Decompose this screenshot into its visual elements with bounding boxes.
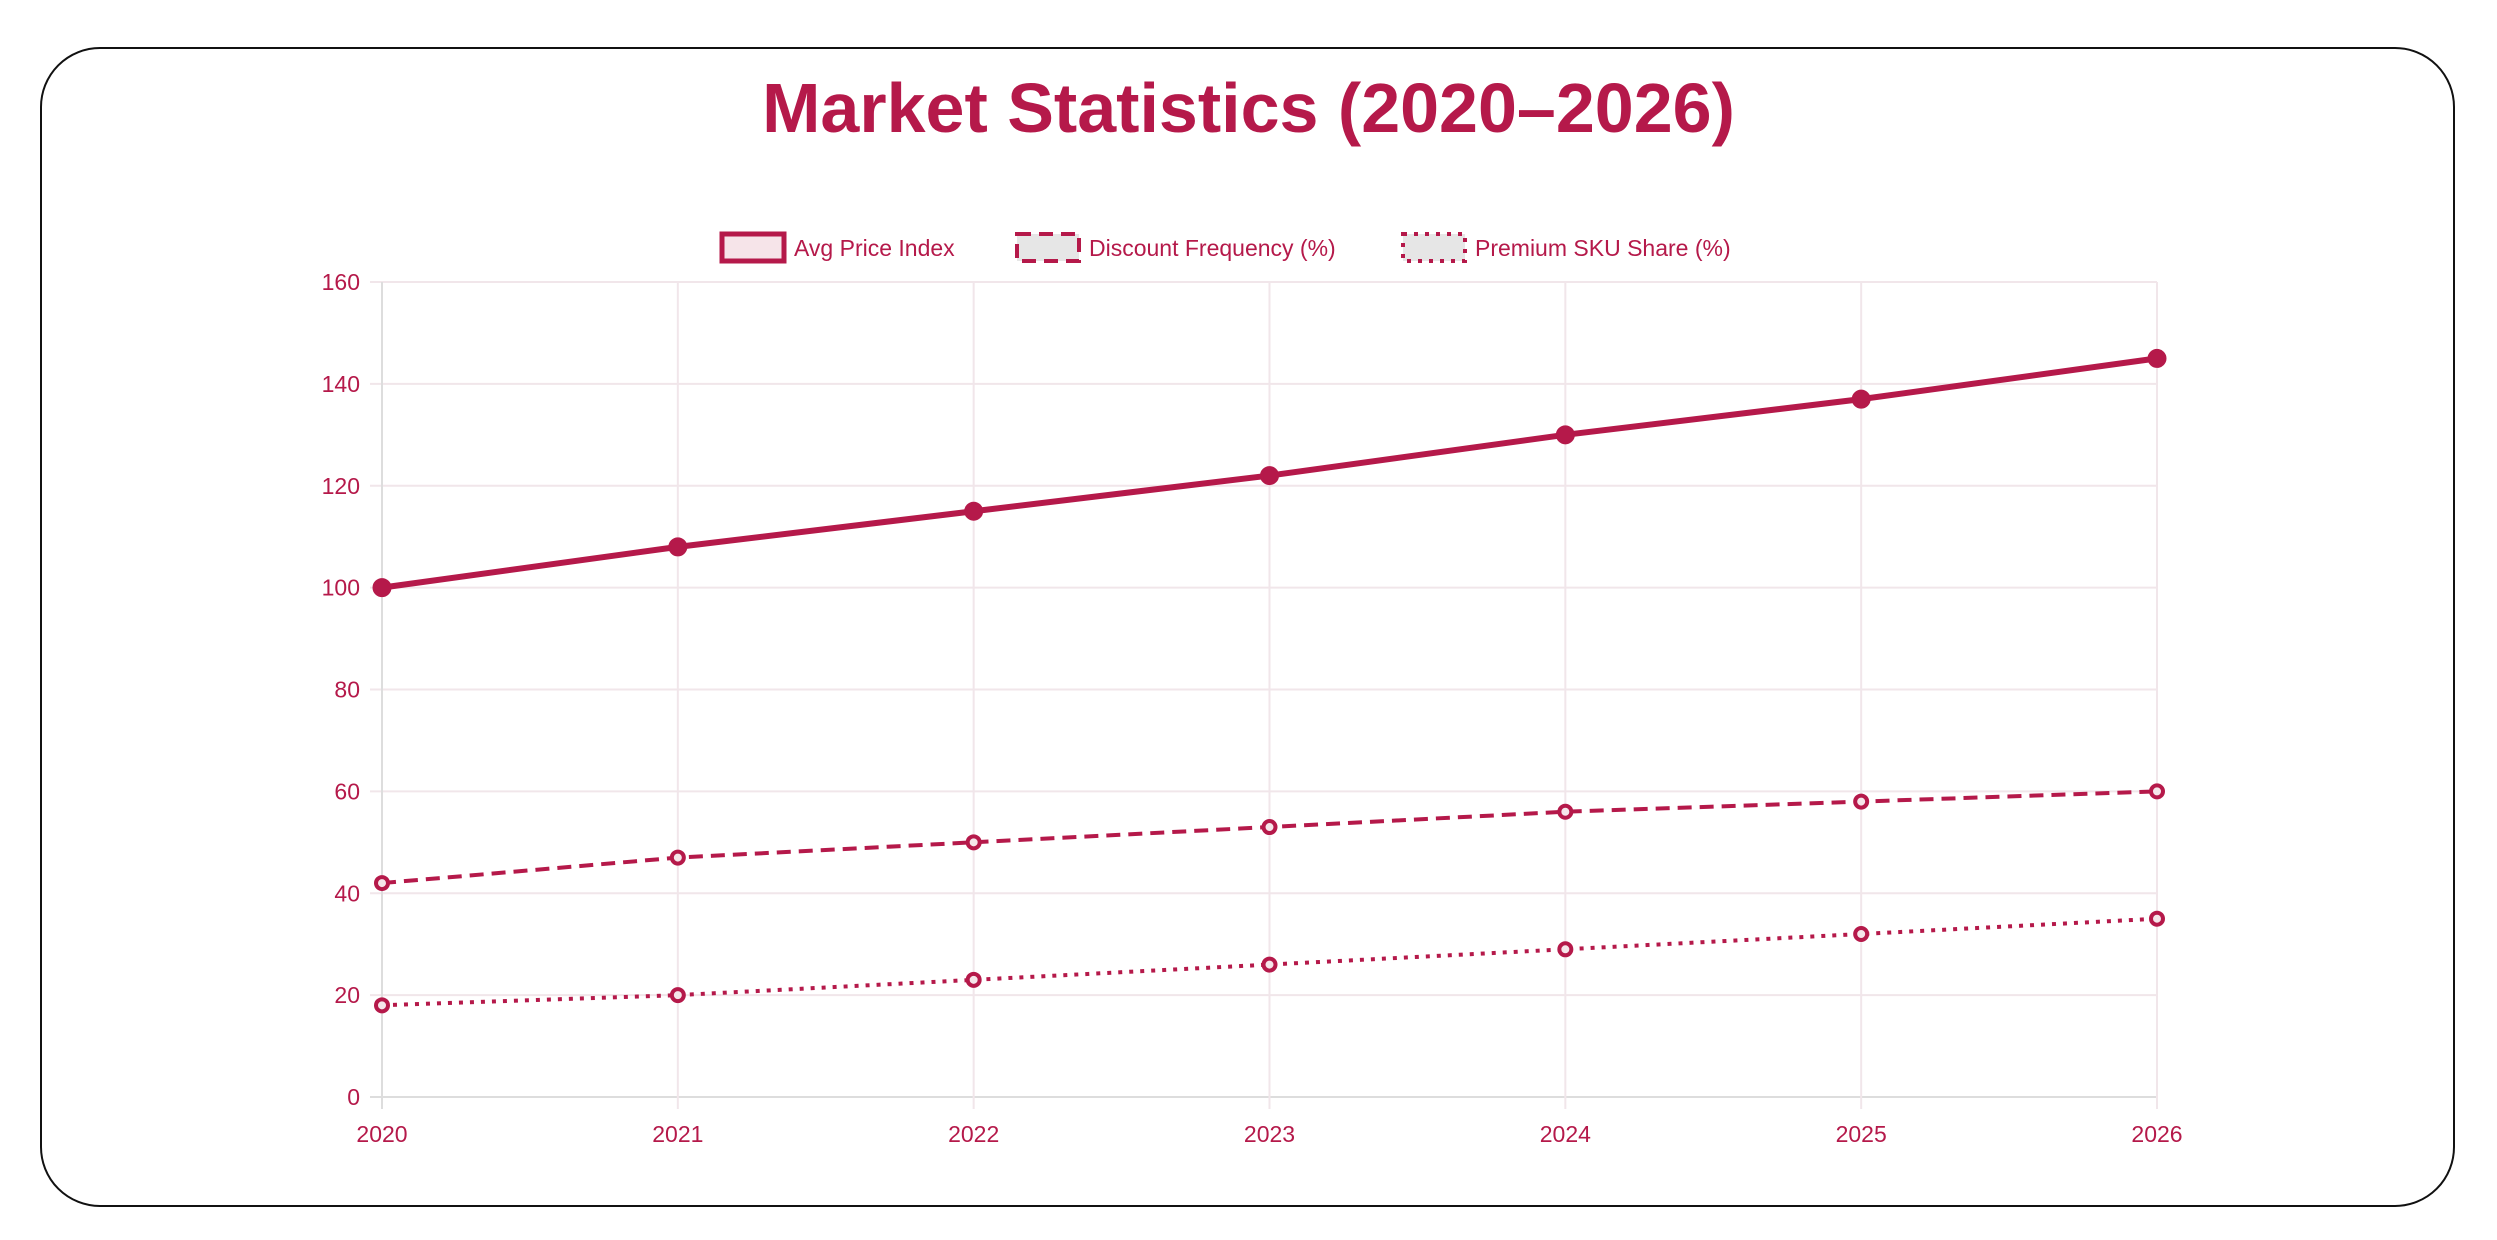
y-tick-label: 60 [334,778,360,804]
data-point [668,537,688,557]
series-group [372,348,2167,1014]
legend-label: Premium SKU Share (%) [1475,235,1731,261]
x-tick-label: 2022 [948,1121,999,1147]
data-point [1853,793,1870,810]
y-tick-label: 120 [322,473,360,499]
data-point [669,987,686,1004]
data-point [1261,819,1278,836]
legend-swatch [1401,232,1467,263]
data-point [374,997,390,1014]
y-tick-label: 80 [334,677,360,703]
data-point [1853,926,1870,942]
grid: 0 20 40 60 80 100 120 140 160 2020 2021 2022 2023 202… [322,269,2183,1147]
x-tick-label: 2024 [1540,1121,1591,1147]
x-tick-label: 2021 [652,1121,703,1147]
data-point [2149,783,2165,800]
chart-card [40,47,2455,1207]
data-point [965,971,982,988]
data-point [965,834,982,851]
x-tick-label: 2026 [2131,1121,2182,1147]
y-tick-label: 160 [322,269,360,295]
legend-label: Avg Price Index [794,235,955,261]
data-point [1557,941,1574,958]
y-tick-label: 20 [334,982,360,1008]
data-point [669,849,686,866]
data-point [1851,389,1871,409]
data-point [1260,466,1279,486]
legend-swatch [719,231,787,264]
x-tick-label: 2023 [1244,1121,1295,1147]
chart-title: Market Statistics (2020–2026) [762,69,1735,147]
data-point [2147,348,2167,368]
data-point [1557,803,1574,820]
data-point [2149,910,2165,927]
data-point [1261,956,1278,973]
legend: Avg Price Index Discount Frequency (%) Pre… [719,231,1731,264]
data-point [964,501,984,521]
y-tick-label: 40 [334,880,360,906]
data-point [372,578,392,598]
x-tick-label: 2020 [356,1121,407,1147]
legend-swatch [1015,232,1081,263]
y-tick-label: 100 [322,575,360,601]
data-point [1555,425,1575,445]
y-tick-label: 140 [322,371,360,397]
data-point [374,875,390,892]
y-tick-label: 0 [347,1084,360,1110]
legend-label: Discount Frequency (%) [1089,235,1336,261]
x-tick-label: 2025 [1836,1121,1887,1147]
